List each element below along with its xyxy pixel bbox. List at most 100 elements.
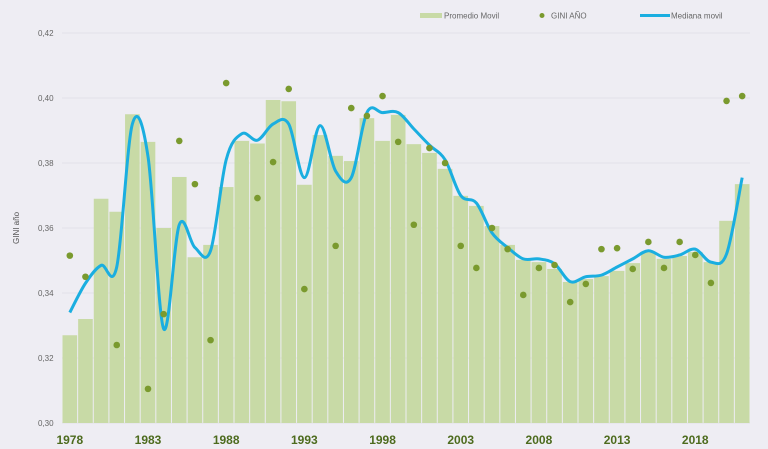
gini-point (613, 244, 621, 252)
bar (672, 255, 687, 423)
bar (234, 140, 250, 423)
bar (515, 259, 531, 423)
bar (281, 101, 297, 423)
bar (422, 152, 437, 424)
gini-point (441, 159, 449, 167)
x-tick-label: 2003 (447, 433, 474, 447)
dots (66, 79, 746, 393)
bar (484, 226, 500, 423)
legend: Promedio Movil GINI AÑO Mediana movil (420, 12, 723, 21)
legend-label: Mediana movil (671, 12, 723, 21)
gini-point (285, 85, 293, 93)
gini-point (191, 180, 199, 188)
gini-point (582, 280, 590, 288)
gini-point (707, 279, 715, 287)
bar (375, 140, 390, 423)
legend-item-promedio[interactable]: Promedio Movil (420, 12, 499, 21)
y-tick-label: 0,40 (38, 94, 54, 103)
gini-point (144, 385, 152, 393)
y-tick-label: 0,42 (38, 29, 54, 38)
gini-point (301, 285, 308, 293)
gini-point (723, 97, 730, 105)
gini-point (676, 238, 683, 246)
gini-point (363, 112, 371, 120)
gini-point (160, 310, 167, 318)
legend-item-mediana[interactable]: Mediana movil (640, 12, 723, 21)
bar (687, 252, 703, 423)
bar (656, 258, 672, 423)
gini-point (738, 92, 746, 100)
bar (62, 335, 78, 423)
gini-point (82, 273, 89, 281)
gini-point (457, 242, 465, 250)
y-tick-label: 0,34 (38, 289, 54, 298)
gini-point (598, 245, 605, 253)
bar (171, 176, 187, 423)
bar (265, 99, 281, 423)
y-tick-label: 0,38 (38, 159, 54, 168)
x-tick-label: 1978 (56, 433, 83, 447)
bar (187, 257, 203, 423)
gini-point (504, 245, 511, 253)
bar (578, 279, 594, 423)
x-tick-label: 1983 (135, 433, 162, 447)
x-tick-label: 1988 (213, 433, 240, 447)
bar (406, 144, 422, 423)
bar (437, 168, 453, 423)
bar (250, 143, 265, 423)
gini-point (566, 298, 574, 306)
gini-point (691, 251, 699, 259)
gini-point (519, 291, 527, 299)
bar (297, 184, 312, 423)
x-tick-label: 1993 (291, 433, 318, 447)
bar (562, 281, 578, 423)
gini-point (488, 224, 496, 232)
bar (641, 252, 656, 423)
legend-item-gini[interactable]: GINI AÑO (539, 12, 587, 21)
legend-label: Promedio Movil (444, 12, 499, 21)
gini-point (645, 238, 652, 246)
line-series (68, 106, 744, 331)
gini-point (269, 158, 277, 166)
bar (328, 155, 343, 423)
legend-dot-swatch (539, 13, 545, 18)
gini-point (660, 264, 668, 272)
bar (703, 262, 719, 423)
gini-point (394, 138, 402, 146)
gini-point (66, 252, 74, 259)
gini-point (473, 264, 480, 272)
legend-label: GINI AÑO (551, 12, 587, 21)
bar (390, 114, 406, 424)
bar (93, 198, 109, 423)
bar (203, 244, 218, 423)
x-tick-label: 2018 (682, 433, 709, 447)
gini-point (347, 104, 355, 112)
gini-point (113, 341, 121, 349)
bar (109, 211, 125, 423)
gini-point (535, 264, 543, 272)
y-tick-label: 0,32 (38, 354, 54, 363)
gini-point (426, 144, 433, 152)
bar (719, 220, 734, 423)
y-tick-label: 0,30 (38, 419, 54, 428)
mediana-movil-line (68, 106, 744, 331)
x-tick-label: 1998 (369, 433, 396, 447)
bar (343, 161, 359, 424)
bar (218, 187, 234, 423)
bar (125, 114, 140, 423)
gini-point (410, 221, 418, 229)
gini-point (551, 261, 558, 269)
y-tick-label: 0,36 (38, 224, 54, 233)
x-tick-label: 2008 (526, 433, 553, 447)
bar (594, 276, 609, 423)
axes: 0,30 0,32 0,34 0,36 0,38 0,40 0,42 1978 1983 1988… (38, 29, 709, 447)
bars (62, 99, 750, 424)
legend-line-swatch (640, 14, 670, 17)
gini-point (629, 265, 637, 273)
gini-point (207, 336, 214, 344)
bar (312, 135, 328, 424)
bar (469, 205, 484, 423)
bar (734, 184, 750, 423)
bar (625, 263, 641, 423)
